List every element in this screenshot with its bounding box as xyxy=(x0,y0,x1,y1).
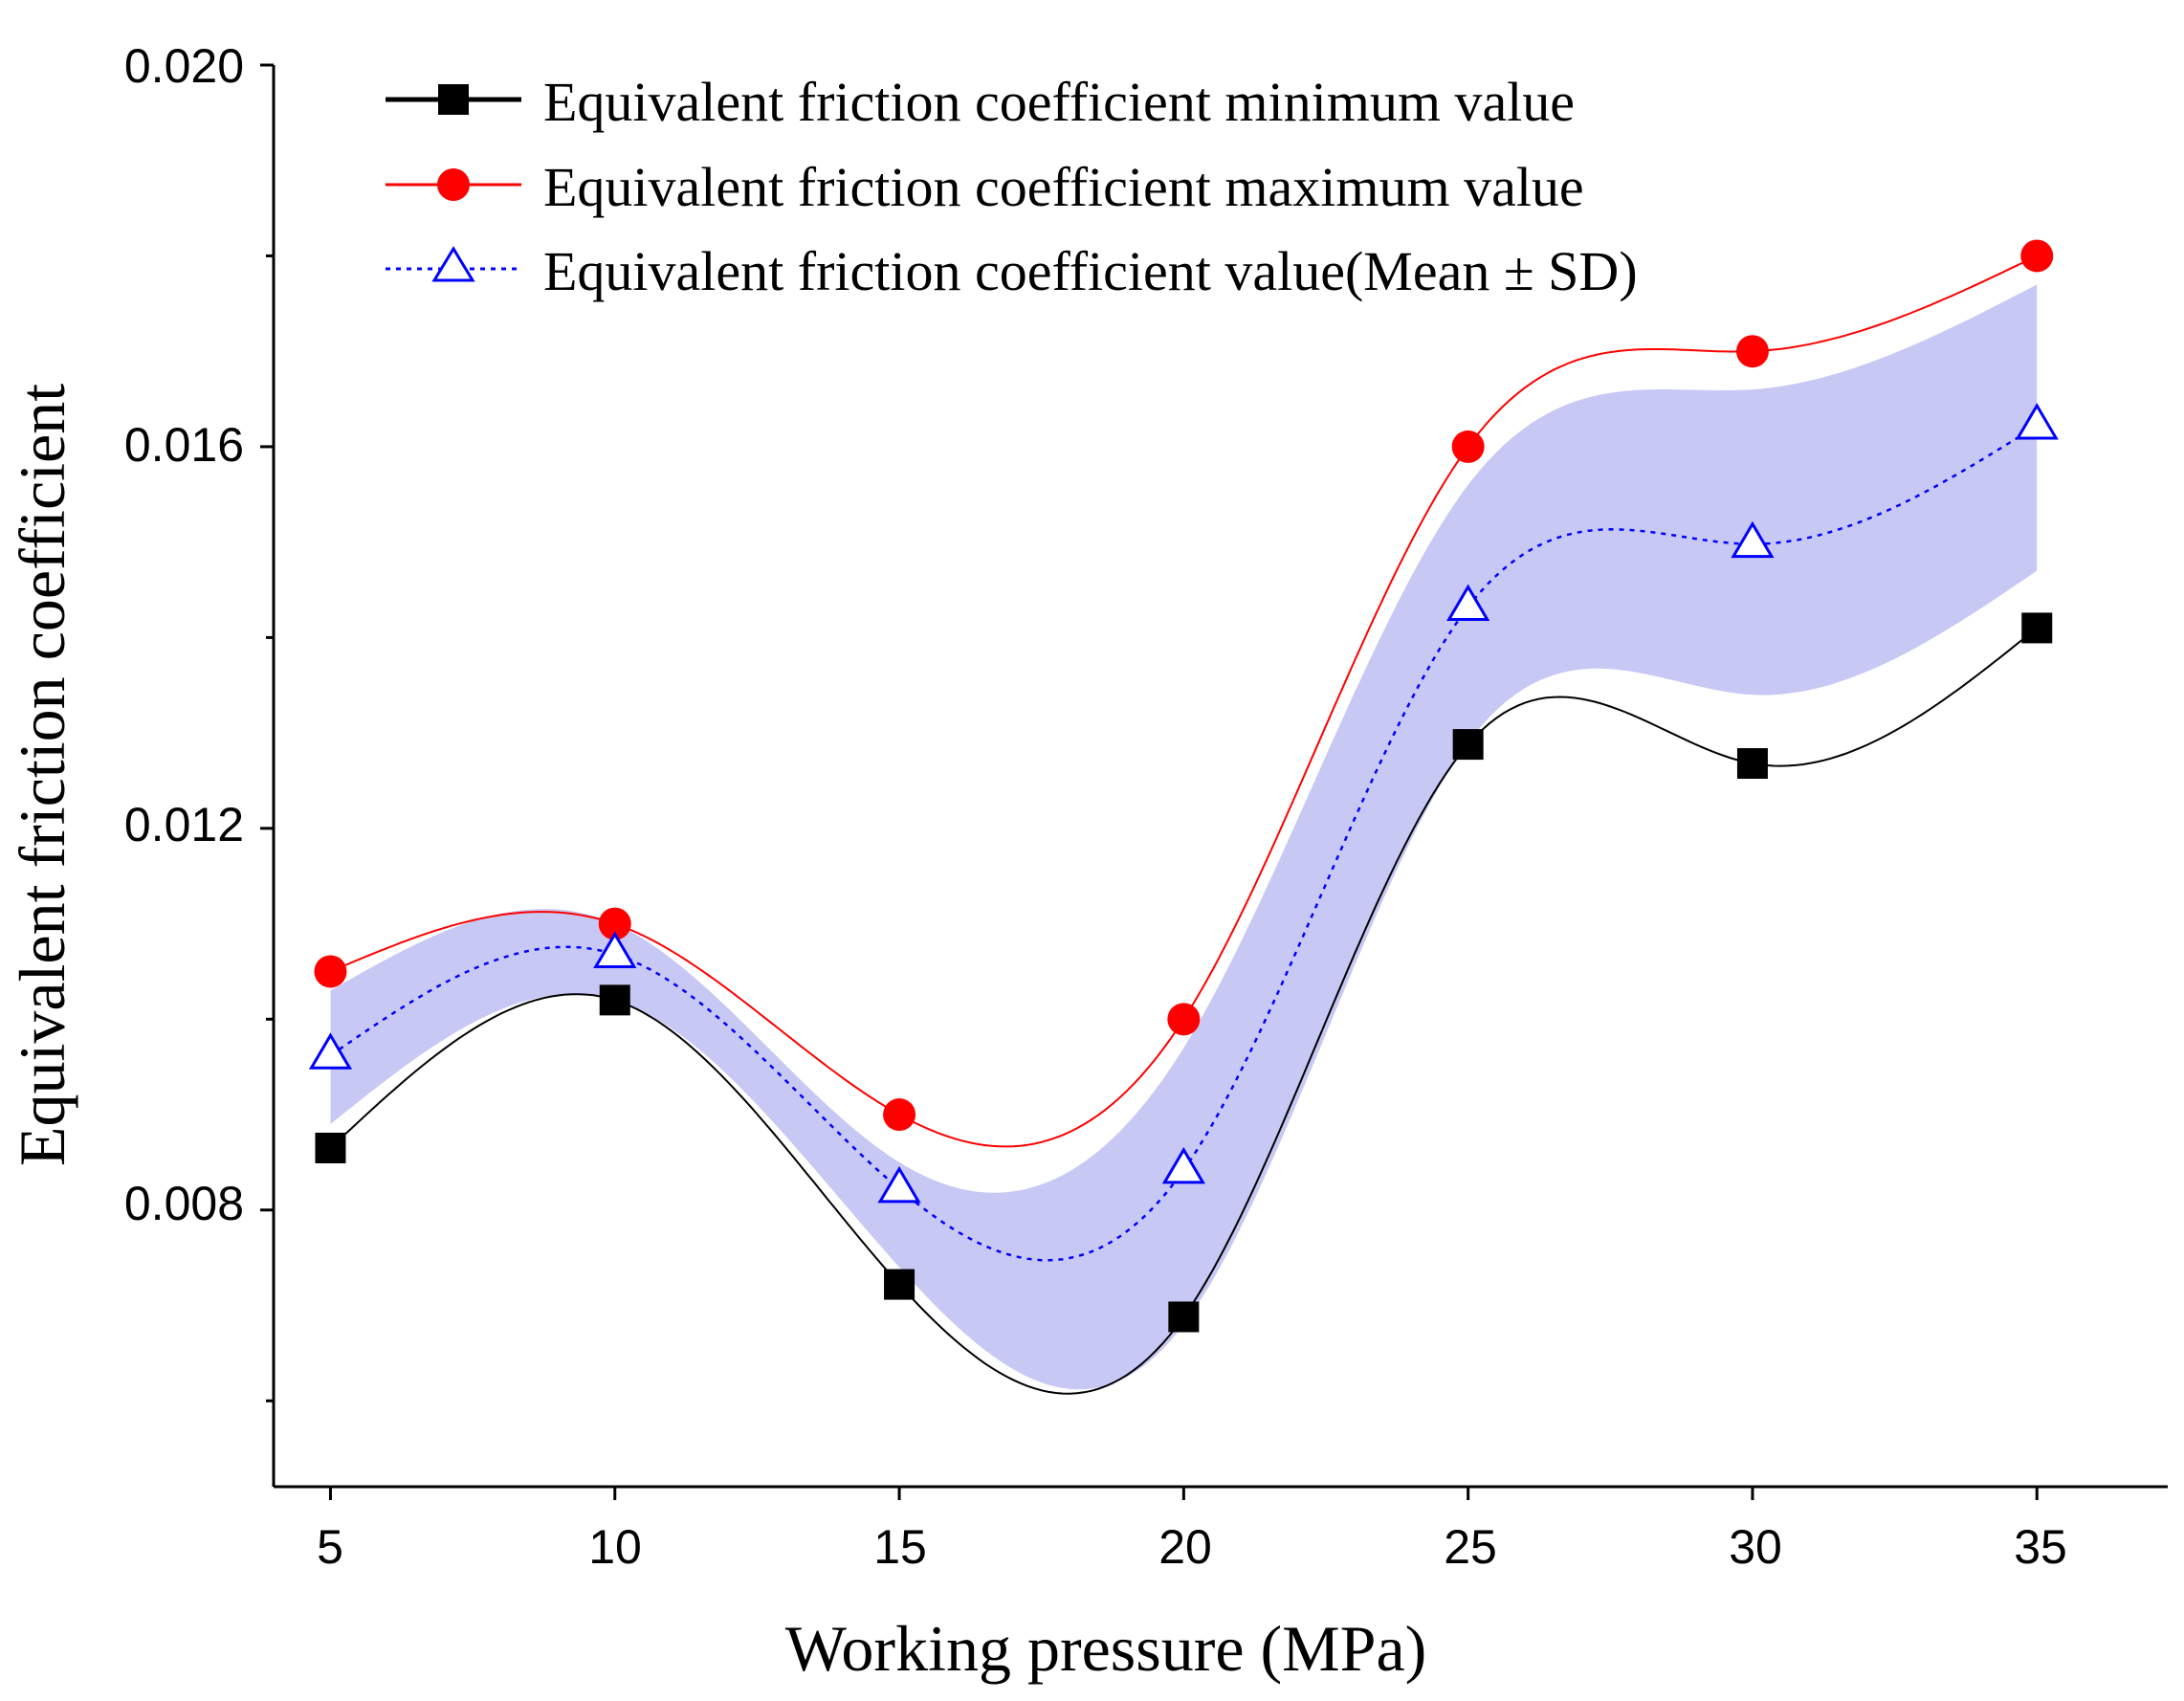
legend-marker-maximum xyxy=(437,168,470,201)
x-axis-title: Working pressure (MPa) xyxy=(785,1612,1427,1685)
mean-marker xyxy=(1161,1146,1205,1184)
mean-marker xyxy=(308,1032,353,1070)
min-marker xyxy=(599,984,630,1016)
mean-marker xyxy=(1446,584,1490,621)
x-tick-label: 15 xyxy=(873,1520,927,1574)
legend-label-maximum: Equivalent friction coefficient maximum … xyxy=(543,156,1584,218)
min-marker xyxy=(884,1269,916,1300)
mean-marker xyxy=(877,1165,921,1204)
max-marker xyxy=(314,955,347,988)
sd-band-layer xyxy=(330,284,2038,1390)
x-tick-label: 30 xyxy=(1729,1520,1782,1574)
x-tick-labels: 5 10 15 20 25 30 35 xyxy=(317,1520,2067,1574)
y-tick-label: 0.020 xyxy=(124,39,244,93)
x-tick-label: 20 xyxy=(1158,1520,1212,1574)
min-marker xyxy=(315,1132,346,1163)
x-tick-label: 5 xyxy=(317,1520,343,1574)
min-marker xyxy=(1452,729,1484,761)
legend-marker-minimum xyxy=(438,84,469,115)
min-marker xyxy=(1168,1301,1200,1333)
mean-marker xyxy=(2015,403,2059,440)
y-tick-label: 0.012 xyxy=(124,798,244,851)
legend-item-minimum: Equivalent friction coefficient minimum … xyxy=(386,71,1575,133)
x-tick-label: 25 xyxy=(1444,1520,1497,1574)
legend-marker-mean xyxy=(431,246,475,282)
marker-layer xyxy=(308,239,2059,1333)
legend-label-minimum: Equivalent friction coefficient minimum … xyxy=(543,71,1575,133)
x-tick-label: 10 xyxy=(588,1520,642,1574)
min-marker xyxy=(1736,748,1768,780)
legend-label-mean: Equivalent friction coefficient value(Me… xyxy=(543,240,1638,302)
max-marker xyxy=(883,1098,916,1132)
tick-layer xyxy=(260,63,2039,1500)
legend-item-maximum: Equivalent friction coefficient maximum … xyxy=(386,156,1584,218)
max-marker xyxy=(1735,335,1769,368)
y-tick-label: 0.016 xyxy=(124,418,244,472)
mean-marker xyxy=(593,931,637,968)
x-tick-label: 35 xyxy=(2014,1520,2067,1574)
legend: Equivalent friction coefficient minimum … xyxy=(386,71,1638,302)
max-marker xyxy=(1167,1003,1201,1036)
y-tick-labels: 0.008 0.012 0.016 0.020 xyxy=(124,39,244,1230)
y-tick-label: 0.008 xyxy=(124,1177,244,1230)
min-marker xyxy=(2021,612,2053,644)
max-marker xyxy=(2020,239,2054,273)
legend-item-mean: Equivalent friction coefficient value(Me… xyxy=(386,240,1638,302)
y-axis-title: Equivalent friction coefficient xyxy=(6,384,78,1166)
sd-band xyxy=(330,284,2038,1390)
max-marker xyxy=(598,907,631,940)
max-marker xyxy=(1451,430,1485,463)
mean-marker xyxy=(1731,520,1775,559)
